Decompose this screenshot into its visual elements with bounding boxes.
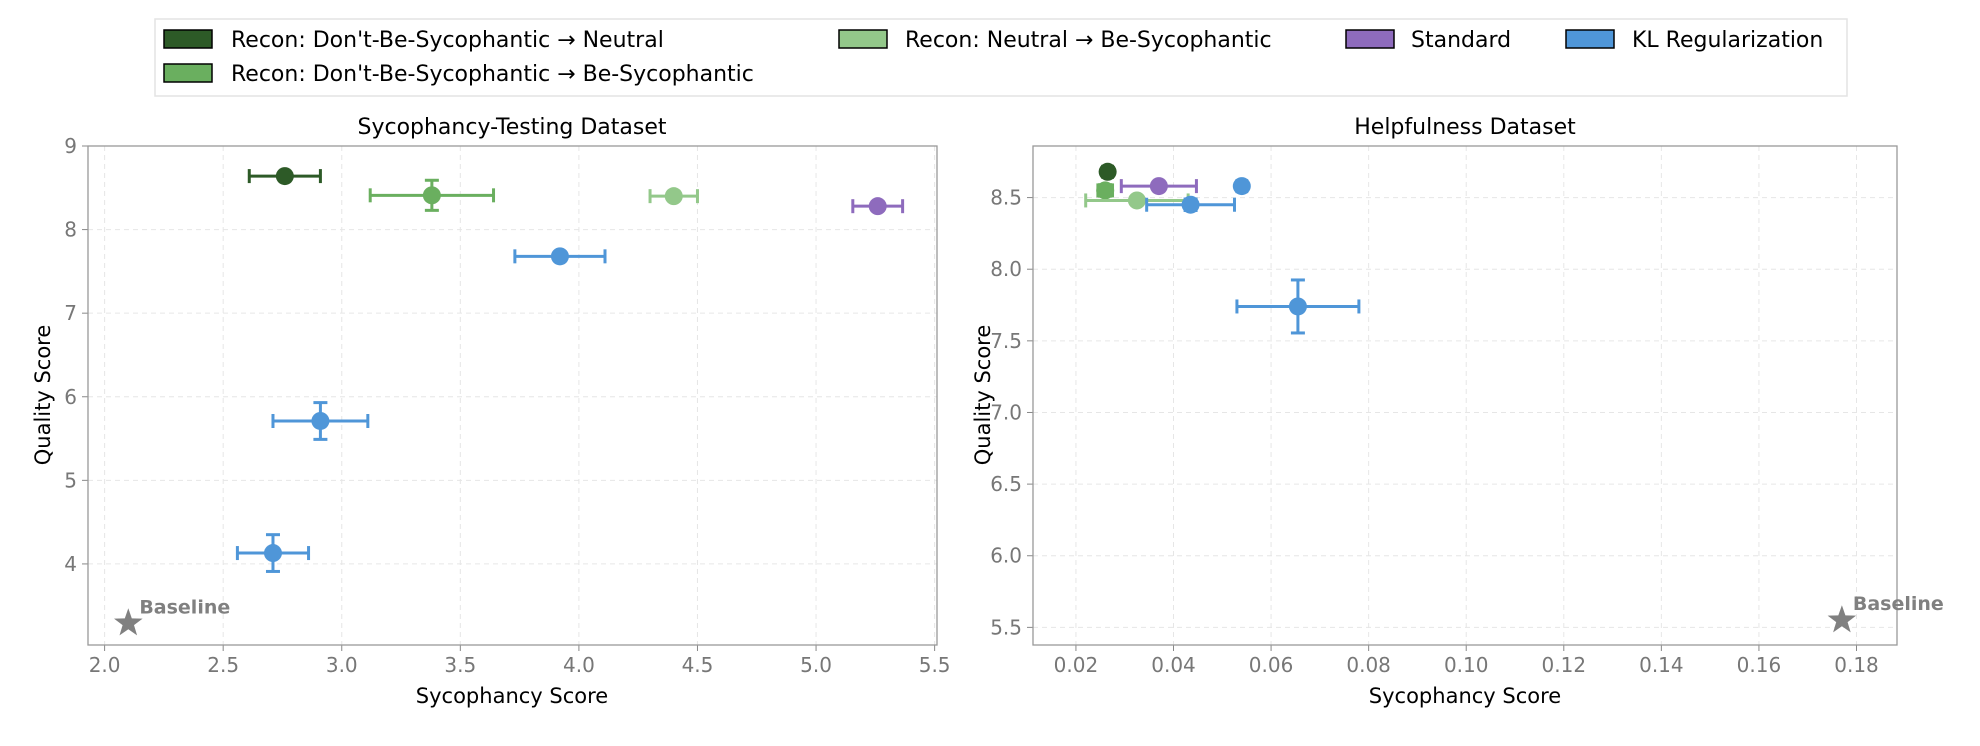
plot-frame: [87, 145, 938, 646]
panel-helpfulness: Helpfulness Dataset Sycophancy Score Qua…: [971, 115, 1944, 708]
data-point: [513, 247, 607, 266]
x-tick-label: 0.06: [1249, 653, 1294, 677]
marker: [311, 411, 330, 430]
y-tick-label: 8: [64, 218, 77, 242]
x-tick-label: 0.10: [1444, 653, 1489, 677]
data-point: [235, 533, 311, 573]
x-tick-label: 3.0: [326, 653, 358, 677]
legend-frame: [154, 18, 1848, 97]
x-tick-label: 5.0: [800, 653, 832, 677]
y-tick-label: 7.5: [990, 329, 1022, 353]
baseline-star-icon: [114, 608, 143, 636]
plot-frame: [1032, 145, 1898, 646]
x-tick-label: 2.5: [207, 653, 239, 677]
y-axis-label: Quality Score: [971, 325, 995, 466]
y-tick-label: 6: [64, 385, 77, 409]
y-tick-label: 7.0: [990, 400, 1022, 424]
y-axis-label: Quality Score: [31, 325, 55, 466]
x-tick-label: 0.02: [1054, 653, 1099, 677]
marker: [664, 187, 683, 206]
baseline-label: Baseline: [139, 596, 230, 618]
x-axis-label: Sycophancy Score: [416, 684, 608, 708]
x-axis-label: Sycophancy Score: [1369, 684, 1561, 708]
marker: [422, 186, 441, 205]
x-tick-label: 0.04: [1151, 653, 1196, 677]
data-point: [1084, 191, 1190, 210]
data-point: [1096, 181, 1115, 200]
marker: [1232, 177, 1251, 196]
baseline-label: Baseline: [1853, 593, 1944, 615]
y-tick-label: 4: [64, 552, 77, 576]
y-tick-label: 6.0: [990, 544, 1022, 568]
chart-title: Sycophancy-Testing Dataset: [357, 115, 666, 140]
marker: [1098, 162, 1117, 181]
legend-label-recon-dbs-bs: Recon: Don't-Be-Sycophantic → Be-Sycopha…: [231, 62, 754, 87]
marker: [1127, 191, 1146, 210]
y-tick-label: 8.0: [990, 257, 1022, 281]
legend-swatch-standard: [1345, 29, 1395, 49]
x-tick-label: 0.14: [1639, 653, 1684, 677]
data-point: [1232, 177, 1251, 196]
data-point: [851, 197, 905, 216]
marker: [263, 544, 282, 563]
marker: [868, 197, 887, 216]
chart-title: Helpfulness Dataset: [1354, 115, 1576, 140]
x-tick-label: 3.5: [444, 653, 476, 677]
y-tick-label: 5.5: [990, 615, 1022, 639]
data-point: [1098, 162, 1117, 181]
legend-label-standard: Standard: [1411, 28, 1511, 53]
y-tick-label: 8.5: [990, 186, 1022, 210]
y-tick-label: 7: [64, 301, 77, 325]
baseline-star-icon: [1827, 605, 1857, 633]
data-point: [1145, 195, 1236, 214]
legend-label-recon-dbs-neutral: Recon: Don't-Be-Sycophantic → Neutral: [231, 28, 664, 53]
legend-swatch-recon-dbs-neutral: [163, 29, 213, 49]
data-point: [1119, 177, 1198, 196]
legend-swatch-kl-regularization: [1565, 29, 1615, 49]
x-tick-label: 2.0: [89, 653, 121, 677]
marker: [1288, 297, 1307, 316]
data-point: [648, 187, 699, 206]
x-tick-label: 4.0: [563, 653, 595, 677]
x-tick-label: 0.18: [1834, 653, 1879, 677]
x-tick-label: 4.5: [682, 653, 714, 677]
legend-swatch-recon-neutral-bs: [838, 29, 888, 49]
data-point: [271, 401, 370, 441]
panel-sycophancy-testing: Sycophancy-Testing Dataset Sycophancy Sc…: [31, 115, 951, 708]
y-tick-label: 6.5: [990, 472, 1022, 496]
data-point: [1235, 278, 1361, 335]
y-tick-label: 9: [64, 134, 77, 158]
x-tick-label: 5.5: [919, 653, 951, 677]
marker: [1096, 181, 1115, 200]
x-tick-label: 0.12: [1542, 653, 1587, 677]
legend-swatch-recon-dbs-bs: [163, 63, 213, 83]
legend: Recon: Don't-Be-Sycophantic → Neutral Re…: [154, 18, 1848, 97]
marker: [1181, 195, 1200, 214]
y-tick-label: 5: [64, 468, 77, 492]
legend-label-recon-neutral-bs: Recon: Neutral → Be-Sycophantic: [905, 28, 1272, 53]
x-tick-label: 0.16: [1737, 653, 1782, 677]
marker: [275, 167, 294, 186]
marker: [1149, 177, 1168, 196]
x-tick-label: 0.08: [1346, 653, 1391, 677]
marker: [550, 247, 569, 266]
legend-label-kl-regularization: KL Regularization: [1632, 28, 1823, 53]
data-point: [247, 167, 322, 186]
data-point: [368, 178, 496, 212]
